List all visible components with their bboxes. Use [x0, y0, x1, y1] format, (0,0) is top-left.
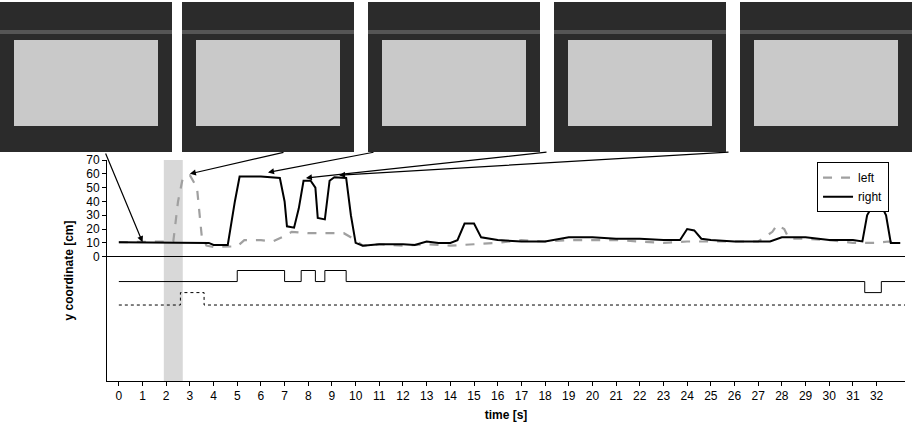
- svg-text:0: 0: [115, 389, 122, 403]
- svg-text:26: 26: [728, 389, 742, 403]
- svg-text:11: 11: [373, 389, 386, 403]
- svg-text:2: 2: [163, 389, 170, 403]
- svg-text:7: 7: [281, 389, 288, 403]
- svg-text:13: 13: [420, 389, 434, 403]
- svg-text:4: 4: [210, 389, 217, 403]
- svg-text:3: 3: [187, 389, 194, 403]
- svg-text:17: 17: [515, 389, 529, 403]
- svg-text:10: 10: [86, 236, 100, 250]
- svg-text:21: 21: [609, 389, 623, 403]
- svg-text:right: right: [858, 190, 882, 204]
- svg-text:14: 14: [444, 389, 458, 403]
- svg-text:30: 30: [86, 208, 100, 222]
- svg-text:20: 20: [86, 222, 100, 236]
- svg-text:10: 10: [349, 389, 363, 403]
- svg-text:60: 60: [86, 167, 100, 181]
- svg-text:28: 28: [775, 389, 789, 403]
- svg-text:time [s]: time [s]: [485, 408, 528, 422]
- svg-text:27: 27: [752, 389, 766, 403]
- svg-text:16: 16: [491, 389, 505, 403]
- svg-text:31: 31: [846, 389, 860, 403]
- svg-text:29: 29: [799, 389, 813, 403]
- svg-text:23: 23: [657, 389, 671, 403]
- svg-text:19: 19: [562, 389, 576, 403]
- svg-text:0: 0: [93, 250, 100, 264]
- svg-text:40: 40: [86, 195, 100, 209]
- svg-text:24: 24: [680, 389, 694, 403]
- svg-text:6: 6: [258, 389, 265, 403]
- svg-text:12: 12: [396, 389, 410, 403]
- svg-text:50: 50: [86, 181, 100, 195]
- svg-text:18: 18: [538, 389, 552, 403]
- svg-text:15: 15: [467, 389, 481, 403]
- svg-text:25: 25: [704, 389, 718, 403]
- svg-text:22: 22: [633, 389, 647, 403]
- svg-text:32: 32: [870, 389, 884, 403]
- svg-text:30: 30: [823, 389, 837, 403]
- svg-text:1: 1: [139, 389, 146, 403]
- svg-text:8: 8: [305, 389, 312, 403]
- svg-text:5: 5: [234, 389, 241, 403]
- svg-text:20: 20: [586, 389, 600, 403]
- svg-text:9: 9: [329, 389, 336, 403]
- svg-text:left: left: [858, 171, 875, 185]
- svg-text:y coordinate [cm]: y coordinate [cm]: [62, 220, 76, 320]
- svg-text:70: 70: [86, 153, 100, 167]
